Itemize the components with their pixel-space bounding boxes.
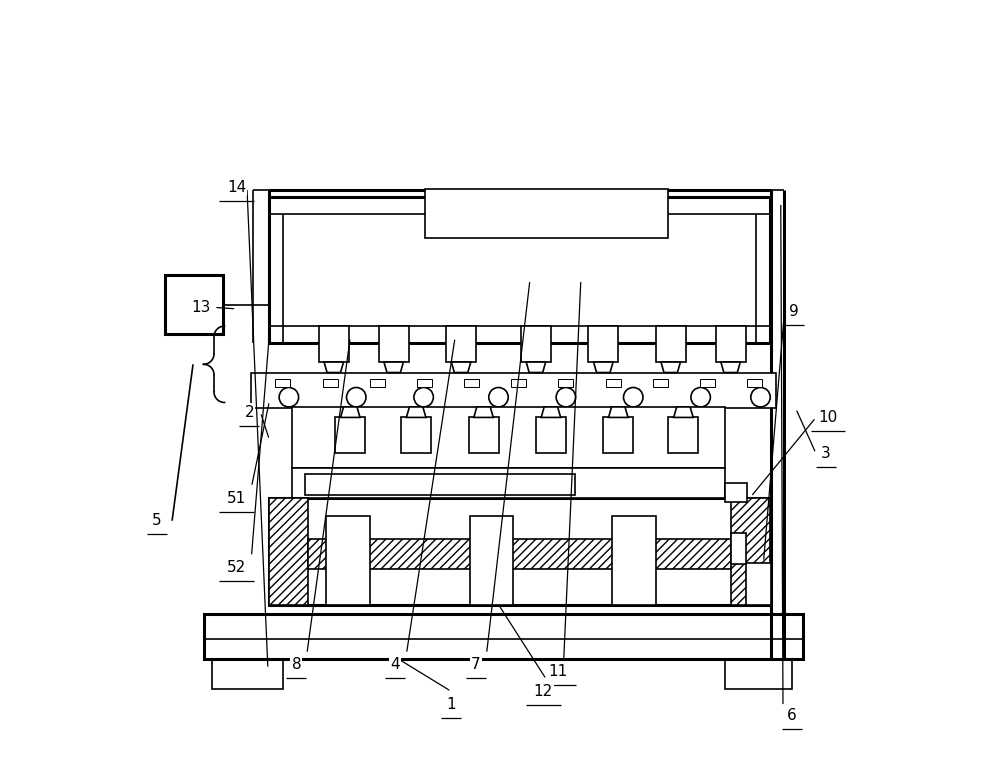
Text: 6: 6 — [787, 708, 797, 723]
Text: 3: 3 — [821, 446, 831, 461]
Text: 52: 52 — [227, 559, 246, 575]
Polygon shape — [609, 407, 628, 417]
Bar — [731, 533, 746, 564]
Bar — [251, 372, 776, 409]
Text: 4: 4 — [390, 657, 400, 672]
Bar — [425, 189, 668, 238]
Text: 51: 51 — [227, 491, 246, 506]
Bar — [612, 516, 656, 605]
Text: 9: 9 — [789, 304, 798, 319]
Bar — [603, 417, 633, 453]
Bar — [558, 378, 573, 388]
Polygon shape — [474, 407, 493, 417]
Bar — [606, 378, 621, 388]
Bar — [746, 563, 771, 605]
Text: 1: 1 — [447, 696, 456, 712]
Polygon shape — [451, 362, 471, 372]
Bar — [165, 276, 223, 334]
Polygon shape — [406, 407, 426, 417]
Bar — [653, 378, 668, 388]
Bar — [292, 407, 725, 469]
Bar — [716, 326, 746, 362]
Polygon shape — [341, 407, 360, 417]
Bar — [269, 197, 770, 343]
Bar — [731, 498, 770, 605]
Bar — [370, 378, 385, 388]
Bar — [323, 378, 338, 388]
Bar — [668, 417, 698, 453]
Polygon shape — [674, 407, 693, 417]
Polygon shape — [324, 362, 344, 372]
Text: 12: 12 — [534, 684, 553, 699]
Bar — [725, 483, 747, 502]
Bar — [326, 516, 370, 605]
Polygon shape — [526, 362, 546, 372]
Bar — [417, 378, 432, 388]
Bar — [308, 540, 731, 569]
Text: 5: 5 — [152, 513, 162, 528]
Bar — [204, 615, 803, 659]
Text: 2: 2 — [244, 405, 254, 419]
Polygon shape — [384, 362, 403, 372]
Bar — [319, 326, 349, 362]
Bar — [464, 378, 479, 388]
Text: 14: 14 — [227, 180, 246, 195]
Bar — [521, 326, 551, 362]
Polygon shape — [594, 362, 613, 372]
Bar — [588, 326, 618, 362]
Text: 10: 10 — [818, 410, 838, 425]
Text: 8: 8 — [292, 657, 301, 672]
Bar — [446, 326, 476, 362]
Bar — [212, 659, 283, 689]
Bar — [292, 469, 725, 498]
Text: 11: 11 — [549, 665, 568, 680]
Bar — [656, 326, 686, 362]
Text: 13: 13 — [191, 300, 210, 315]
Bar — [401, 417, 431, 453]
Bar — [511, 378, 526, 388]
Bar — [379, 326, 409, 362]
Bar — [269, 498, 770, 605]
Bar — [335, 417, 365, 453]
Polygon shape — [661, 362, 680, 372]
Bar — [470, 516, 513, 605]
Bar — [700, 378, 715, 388]
Bar — [305, 475, 575, 495]
Bar — [469, 417, 499, 453]
Bar — [275, 378, 290, 388]
Bar — [536, 417, 566, 453]
Polygon shape — [541, 407, 561, 417]
Text: 7: 7 — [471, 657, 481, 672]
Bar — [269, 498, 308, 605]
Bar — [747, 378, 762, 388]
Bar — [725, 659, 792, 689]
Polygon shape — [721, 362, 740, 372]
